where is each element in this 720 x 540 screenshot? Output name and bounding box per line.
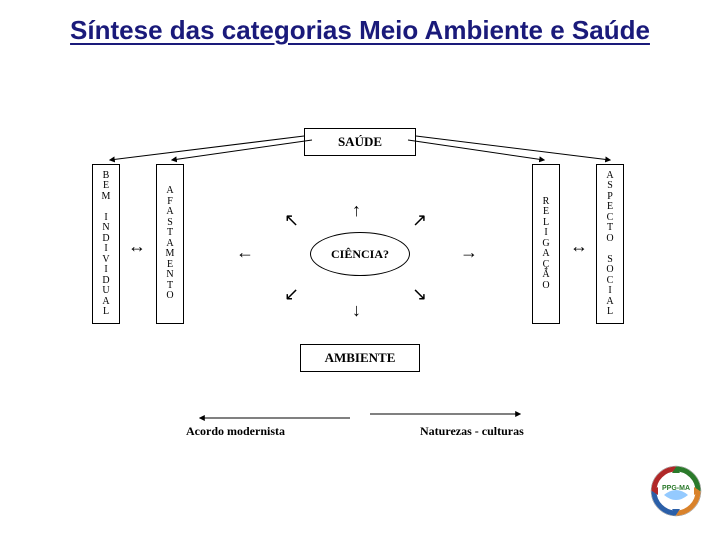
diagram-area: SAÚDE CIÊNCIA? AMBIENTE BEM INDIVIDUAL A… [40, 116, 680, 476]
ppg-ma-logo: PPG-MA [650, 465, 702, 522]
slide: { "title": "Síntese das categorias Meio … [0, 0, 720, 540]
spectrum-right-label: Naturezas - culturas [420, 424, 524, 439]
slide-title: Síntese das categorias Meio Ambiente e S… [0, 14, 720, 47]
spectrum-arrows [40, 116, 680, 456]
spectrum-left-label: Acordo modernista [186, 424, 285, 439]
